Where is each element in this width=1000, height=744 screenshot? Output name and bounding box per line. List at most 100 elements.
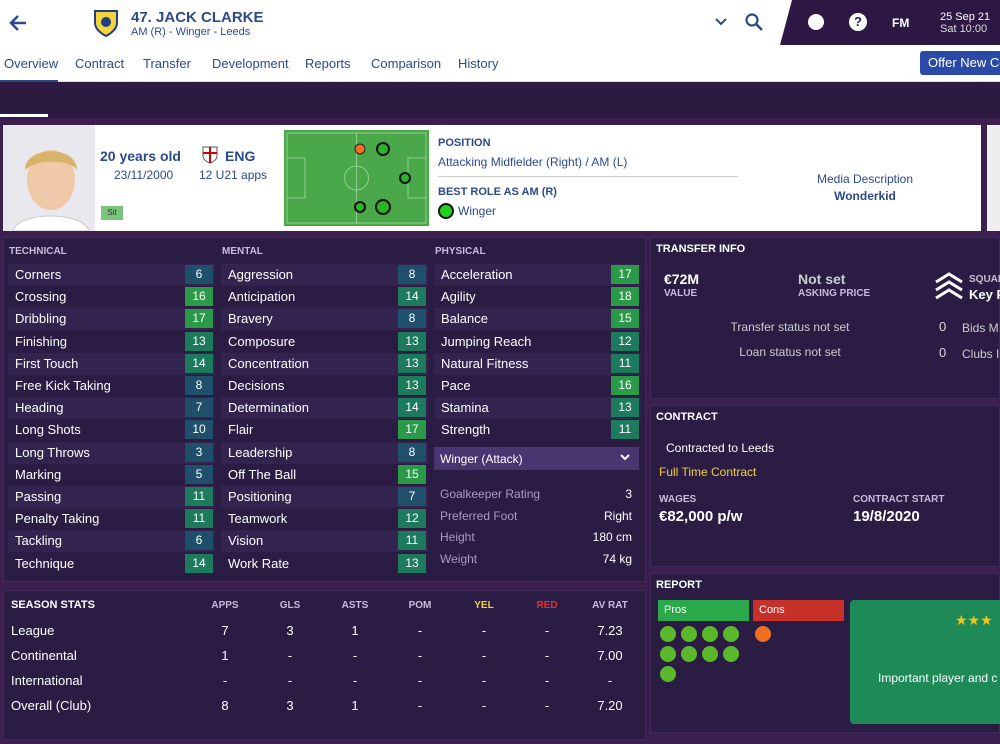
attr-name: Decisions [228, 378, 285, 393]
stats-column: RED [536, 600, 558, 611]
attr-row: Long Shots 10 [8, 419, 215, 442]
position-pitch [284, 130, 429, 226]
attr-name: Teamwork [228, 511, 288, 527]
profile-card [3, 125, 981, 231]
attr-row: Corners 6 [8, 264, 215, 286]
attr-row: Concentration 13 [221, 352, 428, 375]
stats-value: - [287, 648, 293, 663]
detail-label: Preferred Foot [440, 508, 518, 523]
role-dropdown[interactable]: Winger (Attack) [434, 447, 639, 470]
attr-value: 5 [185, 464, 213, 484]
attr-value: 8 [398, 265, 426, 284]
squad-label: SQUAD [969, 274, 1000, 285]
dropdown-icon[interactable] [714, 16, 728, 28]
stats-value: 8 [221, 698, 229, 713]
attr-name: Off The Ball [228, 466, 297, 482]
attr-value: 11 [398, 531, 426, 551]
attr-value: 13 [398, 553, 426, 573]
contract-start-label: CONTRACT START [853, 494, 945, 505]
attr-value: 15 [398, 464, 426, 484]
stats-value: - [544, 698, 550, 713]
offer-button[interactable]: Offer New Co [920, 51, 1000, 75]
tab[interactable]: Reports [305, 56, 351, 71]
attr-row: Tackling 6 [8, 530, 215, 553]
attr-value: 7 [398, 487, 426, 506]
attr-name: Concentration [228, 355, 309, 371]
player-name: 47. JACK CLARKE [131, 9, 264, 26]
attr-name: Marking [15, 466, 62, 482]
attr-row: Determination 14 [221, 397, 428, 420]
wages: €82,000 p/w [659, 508, 743, 525]
attr-name: Determination [228, 400, 309, 416]
tab[interactable]: History [458, 56, 499, 71]
media-label: Media Description [816, 172, 914, 186]
attr-value: 16 [185, 287, 213, 307]
stats-column: GLS [279, 600, 301, 611]
loan-status: Loan status not set [739, 345, 841, 359]
transfer-panel [650, 237, 1000, 399]
divider [438, 176, 738, 177]
tab[interactable]: Overview [4, 56, 59, 71]
contract-title[interactable]: CONTRACT [656, 411, 718, 423]
report-stars: ★★★ [955, 612, 993, 628]
clubs-count: 0 [939, 345, 947, 360]
tab[interactable]: Development [212, 56, 289, 71]
stats-column: ASTS [341, 600, 369, 611]
attr-value: 11 [185, 509, 213, 529]
tab[interactable]: Comparison [371, 56, 442, 71]
attr-name: First Touch [15, 355, 79, 371]
attr-value: 13 [185, 331, 213, 351]
attr-name: Long Shots [15, 422, 81, 438]
stats-value: - [352, 648, 358, 663]
attr-row: Dribbling 17 [8, 308, 215, 331]
search-icon[interactable] [744, 12, 764, 32]
profile-card-edge [987, 125, 1000, 231]
attr-row: Strength 11 [434, 419, 641, 442]
detail-value: 180 cm [592, 530, 632, 544]
report-summary: Important player and c [878, 671, 998, 685]
attr-value: 13 [398, 376, 426, 395]
help-button[interactable]: ? [849, 13, 867, 31]
attr-name: Heading [15, 400, 64, 416]
stats-row-label: Overall (Club) [11, 698, 92, 713]
transfer-title[interactable]: TRANSFER INFO [656, 243, 746, 255]
stats-value: - [544, 623, 550, 638]
report-title[interactable]: REPORT [656, 579, 702, 591]
attr-row: Flair 17 [221, 419, 428, 442]
attr-row: Composure 13 [221, 330, 428, 353]
attr-value: 16 [611, 376, 639, 395]
top-right-bar [780, 0, 1000, 45]
role-dot [438, 203, 454, 219]
stats-value: - [222, 673, 228, 688]
player-subtitle: AM (R) - Winger - Leeds [131, 26, 251, 38]
dob: 23/11/2000 [114, 168, 174, 182]
attr-name: Free Kick Taking [15, 378, 111, 393]
attr-name: Pace [441, 378, 471, 393]
position-label: POSITION [438, 137, 491, 149]
stats-value: - [481, 648, 487, 663]
attr-row: Technique 14 [8, 552, 215, 575]
attr-name: Dribbling [15, 311, 67, 327]
pros-header: Pros [658, 600, 749, 621]
attr-value: 6 [185, 265, 213, 284]
attr-name: Flair [228, 422, 254, 438]
subtab-underline [0, 114, 48, 117]
detail-label: Weight [440, 551, 478, 566]
nation: ENG [225, 148, 256, 164]
tab[interactable]: Transfer [143, 56, 191, 71]
attr-name: Positioning [228, 489, 292, 504]
detail-value: 74 kg [602, 551, 632, 566]
attr-value: 17 [185, 309, 213, 329]
position: Attacking Midfielder (Right) / AM (L) [438, 155, 628, 169]
attr-value: 15 [611, 309, 639, 329]
attr-value: 12 [611, 331, 639, 351]
attr-value: 6 [185, 531, 213, 551]
stats-value: 7.00 [597, 648, 623, 663]
attr-row: Finishing 13 [8, 330, 215, 353]
back-button[interactable] [8, 12, 30, 34]
stats-title[interactable]: SEASON STATS [11, 599, 95, 611]
attr-name: Penalty Taking [15, 511, 100, 527]
tab[interactable]: Contract [75, 56, 125, 71]
attr-name: Long Throws [15, 444, 90, 460]
fm-button[interactable]: FM [892, 16, 910, 30]
